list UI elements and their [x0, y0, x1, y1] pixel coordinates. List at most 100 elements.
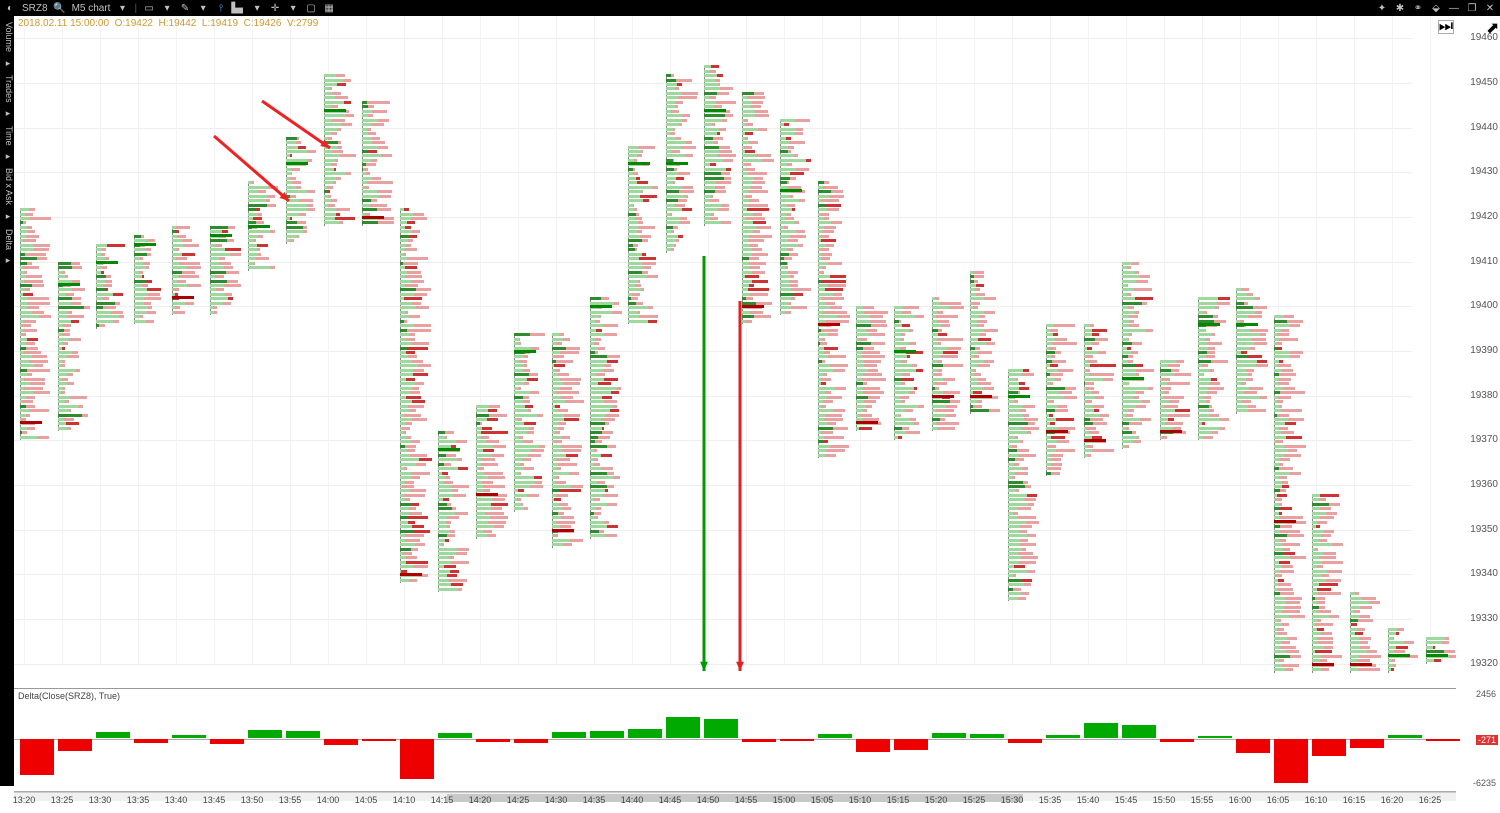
price-bar[interactable] — [438, 431, 474, 592]
delta-bar[interactable] — [780, 739, 814, 741]
symbol-label[interactable]: SRZ8 — [22, 3, 48, 14]
delta-bar[interactable] — [476, 739, 510, 742]
price-bar[interactable] — [210, 226, 246, 315]
screen-icon[interactable]: ▭ — [143, 2, 155, 14]
price-bar[interactable] — [172, 226, 208, 315]
delta-bar[interactable] — [704, 719, 738, 738]
minimize-icon[interactable]: — — [1448, 2, 1460, 14]
delta-bar[interactable] — [666, 717, 700, 738]
grid-icon[interactable]: ▦ — [323, 2, 335, 14]
price-bar[interactable] — [58, 262, 94, 432]
price-bar[interactable] — [780, 119, 816, 316]
delta-bar[interactable] — [1084, 723, 1118, 738]
price-bar[interactable] — [1198, 297, 1234, 440]
delta-bar[interactable] — [210, 739, 244, 744]
delta-bar[interactable] — [1160, 739, 1194, 742]
tab-bidask[interactable]: Bid x Ask — [4, 168, 14, 205]
price-bar[interactable] — [1008, 369, 1044, 601]
delta-bar[interactable] — [324, 739, 358, 745]
price-bar[interactable] — [1274, 315, 1310, 672]
delta-bar[interactable] — [1388, 735, 1422, 738]
delta-bar[interactable] — [172, 735, 206, 738]
close-icon[interactable]: ✕ — [1484, 2, 1496, 14]
price-axis[interactable]: 1932019330193401935019360193701938019390… — [1456, 16, 1500, 686]
delta-bar[interactable] — [932, 733, 966, 738]
restore-icon[interactable]: ❐ — [1466, 2, 1478, 14]
price-bar[interactable] — [1236, 288, 1272, 413]
link2-icon[interactable]: ⚭ — [1412, 2, 1424, 14]
delta-bar[interactable] — [438, 733, 472, 738]
price-bar[interactable] — [818, 181, 854, 458]
pin-icon[interactable]: ⬙ — [1430, 2, 1442, 14]
search-icon[interactable]: 🔍 — [54, 2, 66, 14]
delta-bar[interactable] — [1122, 725, 1156, 738]
delta-bar[interactable] — [856, 739, 890, 752]
price-bar[interactable] — [552, 333, 588, 547]
delta-bar[interactable] — [552, 732, 586, 738]
price-bar[interactable] — [96, 244, 132, 329]
tab-delta[interactable]: Delta — [4, 229, 14, 250]
delta-bar[interactable] — [134, 739, 168, 743]
price-bar[interactable] — [1122, 262, 1158, 450]
delta-bar[interactable] — [58, 739, 92, 751]
delta-panel[interactable]: Delta(Close(SRZ8), True) 2456 -6235 -271 — [14, 688, 1456, 788]
price-bar[interactable] — [514, 333, 550, 512]
delta-bar[interactable] — [20, 739, 54, 775]
delta-bar[interactable] — [1236, 739, 1270, 753]
price-bar[interactable] — [704, 65, 740, 226]
crosshair-icon[interactable]: ✛ — [269, 2, 281, 14]
delta-bar[interactable] — [1426, 739, 1460, 741]
dropdown4-icon[interactable]: ▾ — [251, 2, 263, 14]
timeframe-label[interactable]: M5 chart — [72, 3, 111, 14]
price-bar[interactable] — [400, 208, 436, 583]
price-bar[interactable] — [476, 405, 512, 539]
price-bar[interactable] — [932, 297, 968, 431]
trend-icon[interactable]: ▙▖ — [233, 2, 245, 14]
price-bar[interactable] — [590, 297, 626, 538]
time-axis[interactable]: 13:2013:2513:3013:3513:4013:4513:5013:55… — [14, 791, 1456, 813]
price-bar[interactable] — [134, 235, 170, 324]
price-bar[interactable] — [362, 101, 398, 226]
delta-bar[interactable] — [1274, 739, 1308, 783]
delta-bar[interactable] — [970, 734, 1004, 738]
price-bar[interactable] — [1046, 324, 1082, 476]
delta-bar[interactable] — [590, 731, 624, 738]
delta-bar[interactable] — [1046, 735, 1080, 738]
delta-bar[interactable] — [818, 734, 852, 738]
delta-bar[interactable] — [400, 739, 434, 779]
wrench-icon[interactable]: ✦ — [1376, 2, 1388, 14]
price-bar[interactable] — [1084, 324, 1120, 458]
price-bar[interactable] — [20, 208, 56, 440]
delta-bar[interactable] — [1312, 739, 1346, 756]
pencil-icon[interactable]: ✎ — [179, 2, 191, 14]
indicator-icon[interactable]: ⫯ — [215, 2, 227, 14]
delta-bar[interactable] — [1008, 739, 1042, 743]
dropdown5-icon[interactable]: ▾ — [287, 2, 299, 14]
tab-time[interactable]: Time — [4, 126, 14, 146]
dropdown2-icon[interactable]: ▾ — [161, 2, 173, 14]
delta-bar[interactable] — [1198, 736, 1232, 738]
delta-bar[interactable] — [628, 729, 662, 738]
window-icon[interactable]: ▢ — [305, 2, 317, 14]
delta-bar[interactable] — [96, 732, 130, 738]
price-bar[interactable] — [1312, 494, 1348, 673]
price-bar[interactable] — [628, 146, 664, 325]
link-icon[interactable]: ✱ — [1394, 2, 1406, 14]
dropdown3-icon[interactable]: ▾ — [197, 2, 209, 14]
delta-bar[interactable] — [894, 739, 928, 750]
price-bar[interactable] — [894, 306, 930, 440]
delta-bar[interactable] — [1350, 739, 1384, 748]
price-bar[interactable] — [1388, 628, 1424, 673]
delta-bar[interactable] — [248, 730, 282, 738]
delta-bar[interactable] — [514, 739, 548, 743]
delta-bar[interactable] — [742, 739, 776, 742]
price-bar[interactable] — [1350, 592, 1386, 672]
app-icon[interactable]: ◐ — [4, 2, 16, 14]
price-bar[interactable] — [666, 74, 702, 253]
delta-bar[interactable] — [286, 731, 320, 738]
tab-volume[interactable]: Volume — [4, 22, 14, 52]
price-bar[interactable] — [1160, 360, 1196, 440]
price-bar[interactable] — [970, 271, 1006, 414]
price-bar[interactable] — [856, 306, 892, 431]
price-bar[interactable] — [742, 92, 778, 324]
